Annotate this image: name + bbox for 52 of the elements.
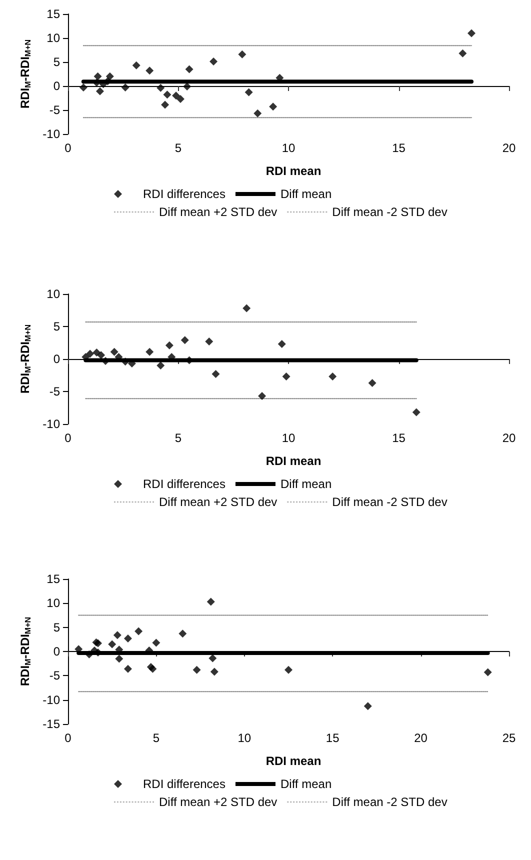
legend-label: Diff mean +2 STD dev — [159, 495, 278, 509]
y-tick-label: -10 — [42, 692, 60, 707]
y-tick-label: 0 — [53, 644, 60, 658]
y-tick-label: 10 — [46, 287, 60, 301]
x-tick-label: 10 — [282, 431, 296, 445]
legend-label: Diff mean — [280, 477, 332, 491]
y-tick-label: -5 — [49, 668, 60, 683]
y-tick-label: -15 — [42, 717, 60, 731]
y-tick-label: 15 — [46, 7, 60, 21]
x-tick-label: 25 — [502, 731, 516, 745]
y-tick-label: 5 — [53, 320, 60, 334]
y-tick-label: -10 — [42, 417, 60, 431]
y-axis-title: RDIM-RDIM+N — [18, 39, 32, 109]
legend-label: Diff mean +2 STD dev — [159, 795, 278, 809]
x-tick-label: 20 — [502, 141, 516, 155]
x-tick-label: 5 — [174, 141, 182, 155]
x-axis-title: RDI mean — [266, 754, 322, 768]
legend-label: Diff mean -2 STD dev — [332, 205, 448, 219]
y-tick-label: 15 — [46, 572, 60, 586]
y-axis-title: RDIM-RDIM+N — [18, 616, 32, 686]
x-tick-label: 0 — [64, 431, 72, 445]
legend-label: Diff mean +2 STD dev — [159, 205, 278, 219]
x-tick-label: 20 — [502, 431, 516, 445]
x-tick-label: 10 — [282, 141, 296, 155]
y-tick-label: 5 — [53, 620, 60, 634]
y-tick-label: 10 — [46, 31, 60, 45]
x-axis-title: RDI mean — [266, 164, 322, 178]
y-tick-label: 5 — [53, 55, 60, 69]
y-tick-label: 0 — [53, 79, 60, 93]
x-tick-label: 10 — [238, 731, 252, 745]
y-tick-label: -10 — [42, 127, 60, 141]
x-tick-label: 0 — [64, 141, 72, 155]
y-tick-label: -5 — [49, 103, 60, 117]
x-tick-label: 0 — [64, 731, 72, 745]
legend-label: Diff mean -2 STD dev — [332, 795, 448, 809]
y-tick-label: 10 — [46, 596, 60, 610]
y-axis-title: RDIM-RDIM+N — [18, 324, 32, 394]
x-tick-label: 15 — [392, 141, 406, 155]
x-tick-label: 5 — [152, 731, 160, 745]
legend-label: RDI differences — [143, 477, 226, 491]
legend-label: RDI differences — [143, 777, 226, 791]
x-tick-label: 5 — [174, 431, 182, 445]
legend-label: Diff mean — [280, 777, 332, 791]
legend-label: RDI differences — [143, 187, 226, 201]
y-tick-label: 0 — [53, 352, 60, 366]
x-axis-title: RDI mean — [266, 454, 322, 468]
x-tick-label: 15 — [392, 431, 406, 445]
legend-label: Diff mean — [280, 187, 332, 201]
x-tick-label: 15 — [326, 731, 340, 745]
x-tick-label: 20 — [414, 731, 428, 745]
y-tick-label: -5 — [49, 384, 60, 398]
legend-label: Diff mean -2 STD dev — [332, 495, 448, 509]
